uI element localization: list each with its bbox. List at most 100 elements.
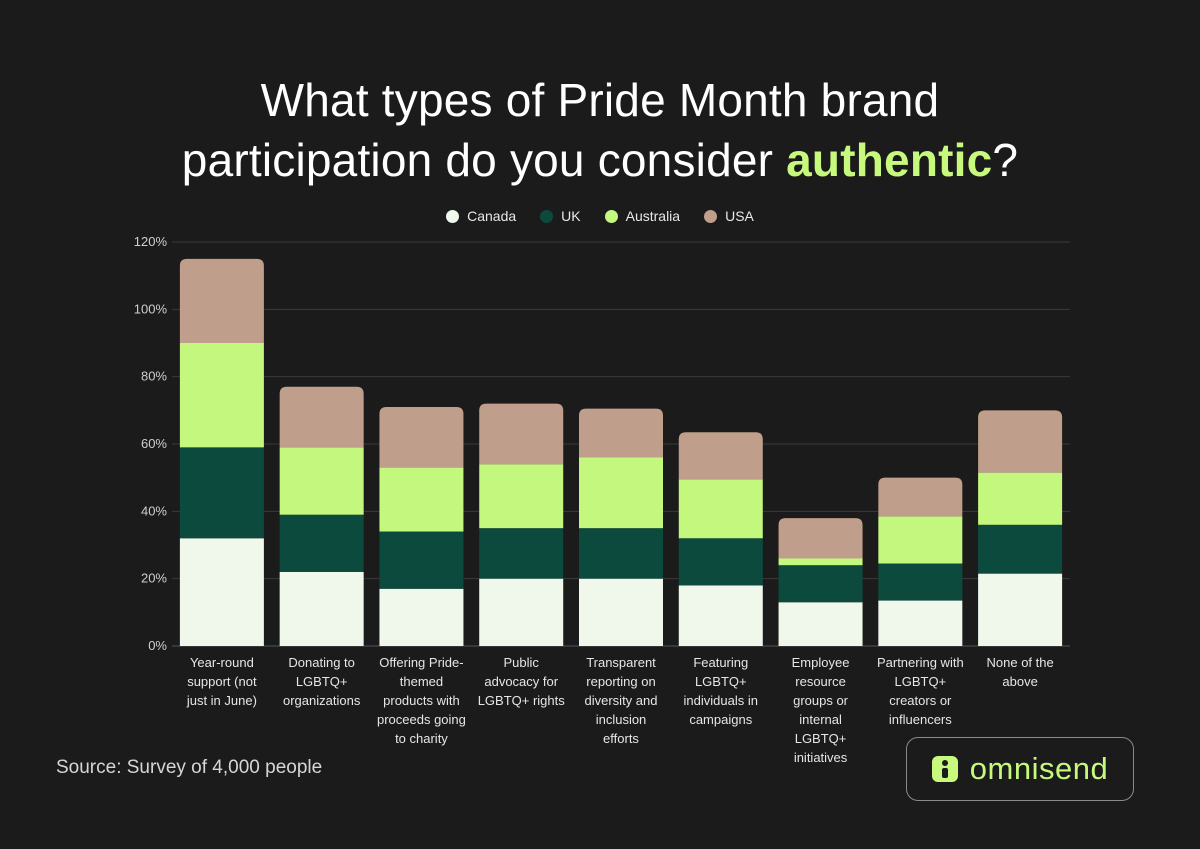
legend-label-canada: Canada bbox=[467, 208, 517, 224]
x-tick-label: organizations bbox=[283, 693, 361, 708]
legend-dot-australia bbox=[604, 209, 618, 223]
x-tick-label: LGBTQ+ bbox=[695, 674, 747, 689]
x-tick-label: Featuring bbox=[693, 655, 748, 670]
source-note: Source: Survey of 4,000 people bbox=[56, 757, 323, 778]
legend-item-uk: UK bbox=[540, 208, 581, 224]
bar-segment-canada bbox=[479, 578, 564, 646]
x-tick-label: None of the bbox=[987, 655, 1054, 670]
x-tick-label: creators or bbox=[889, 693, 952, 708]
legend-item-canada: Canada bbox=[446, 208, 516, 224]
bar-segment-australia bbox=[579, 457, 663, 529]
title-line-1: What types of Pride Month brand bbox=[260, 74, 940, 126]
x-tick-label: products with bbox=[383, 693, 460, 708]
x-tick-label: support (not bbox=[187, 674, 257, 689]
bar-segment-usa bbox=[179, 258, 264, 343]
legend-dot-canada bbox=[446, 209, 460, 223]
x-tick-label: above bbox=[1002, 674, 1037, 689]
y-tick-label: 120% bbox=[134, 234, 168, 249]
bar-segment-australia bbox=[479, 464, 564, 529]
x-tick-label: LGBTQ+ bbox=[296, 674, 348, 689]
bar-segment-canada bbox=[379, 588, 464, 646]
y-tick-label: 0% bbox=[148, 638, 167, 653]
x-tick-label: resource bbox=[795, 674, 846, 689]
chart-title: What types of Pride Month brand particip… bbox=[0, 70, 1200, 190]
bar-segment-uk bbox=[678, 538, 763, 586]
x-tick-label: Transparent bbox=[586, 655, 656, 670]
x-tick-label: LGBTQ+ bbox=[795, 731, 847, 746]
x-tick-label: LGBTQ+ rights bbox=[478, 693, 566, 708]
x-tick-label: initiatives bbox=[794, 750, 848, 765]
x-tick-label: themed bbox=[400, 674, 443, 689]
x-tick-label: Partnering with bbox=[877, 655, 964, 670]
y-tick-label: 60% bbox=[141, 436, 167, 451]
title-line-2-text: participation do you consider bbox=[181, 134, 787, 186]
bar-segment-uk bbox=[379, 531, 464, 589]
title-question-mark: ? bbox=[992, 134, 1019, 186]
bar-segment-canada bbox=[678, 585, 763, 646]
bar-segment-australia bbox=[778, 558, 863, 566]
x-tick-label: campaigns bbox=[689, 712, 752, 727]
x-tick-label: inclusion bbox=[596, 712, 647, 727]
logo-text: omnisend bbox=[969, 751, 1109, 786]
y-tick-label: 100% bbox=[134, 301, 168, 316]
x-tick-label: Year-round bbox=[190, 655, 254, 670]
title-highlight: authentic bbox=[786, 134, 993, 186]
legend-item-australia: Australia bbox=[604, 208, 681, 224]
legend-dot-usa bbox=[704, 209, 718, 223]
x-tick-label: just in June) bbox=[186, 693, 257, 708]
bar-segment-canada bbox=[778, 602, 863, 646]
bar-segment-australia bbox=[678, 479, 763, 539]
legend-label-australia: Australia bbox=[625, 208, 681, 224]
bar-segment-uk bbox=[279, 514, 364, 572]
bar-segment-usa bbox=[878, 477, 963, 517]
bar-segment-australia bbox=[279, 447, 364, 515]
x-tick-label: efforts bbox=[603, 731, 639, 746]
bar-segment-uk bbox=[778, 565, 863, 603]
legend-dot-uk bbox=[540, 209, 554, 223]
x-tick-label: groups or bbox=[793, 693, 849, 708]
bar-segment-canada bbox=[179, 538, 264, 646]
bar-segment-usa bbox=[379, 406, 464, 468]
bar-segment-usa bbox=[479, 403, 564, 465]
x-tick-label: to charity bbox=[395, 731, 448, 746]
bar-segment-uk bbox=[179, 447, 264, 539]
bar-segment-usa bbox=[279, 386, 364, 448]
x-tick-label: individuals in bbox=[684, 693, 758, 708]
y-tick-label: 40% bbox=[141, 503, 167, 518]
bar-segment-canada bbox=[878, 600, 963, 646]
bar-segment-canada bbox=[978, 573, 1063, 646]
x-tick-label: reporting on bbox=[586, 674, 655, 689]
x-tick-label: Donating to bbox=[288, 655, 355, 670]
x-tick-label: internal bbox=[799, 712, 842, 727]
bar-segment-uk bbox=[878, 563, 963, 601]
x-tick-label: proceeds going bbox=[377, 712, 466, 727]
y-tick-label: 80% bbox=[141, 369, 167, 384]
legend-item-usa: USA bbox=[704, 208, 754, 224]
bar-segment-usa bbox=[978, 410, 1063, 473]
x-tick-label: Public bbox=[504, 655, 540, 670]
bar-segment-australia bbox=[878, 516, 963, 564]
title-line-2: participation do you consider authentic? bbox=[0, 130, 1200, 190]
bar-segment-australia bbox=[978, 472, 1063, 525]
legend-label-usa: USA bbox=[725, 208, 754, 224]
omnisend-icon bbox=[931, 756, 958, 782]
bar-segment-uk bbox=[579, 528, 663, 579]
bar-segment-usa bbox=[678, 432, 763, 480]
bar-segment-usa bbox=[778, 518, 863, 559]
bar-segment-australia bbox=[379, 467, 464, 532]
bar-segment-uk bbox=[479, 528, 564, 579]
y-tick-label: 20% bbox=[141, 571, 167, 586]
x-tick-label: influencers bbox=[889, 712, 952, 727]
bar-segment-usa bbox=[579, 408, 663, 458]
legend-label-uk: UK bbox=[561, 208, 581, 224]
x-tick-label: Offering Pride- bbox=[379, 655, 463, 670]
x-tick-label: LGBTQ+ bbox=[894, 674, 946, 689]
x-tick-label: Employee bbox=[792, 655, 850, 670]
omnisend-logo: omnisend bbox=[906, 737, 1134, 801]
chart-legend: Canada UK Australia USA bbox=[0, 208, 1200, 224]
x-tick-label: advocacy for bbox=[484, 674, 558, 689]
bar-segment-canada bbox=[579, 578, 663, 646]
bar-segment-canada bbox=[279, 571, 364, 646]
bar-segment-australia bbox=[179, 343, 264, 448]
